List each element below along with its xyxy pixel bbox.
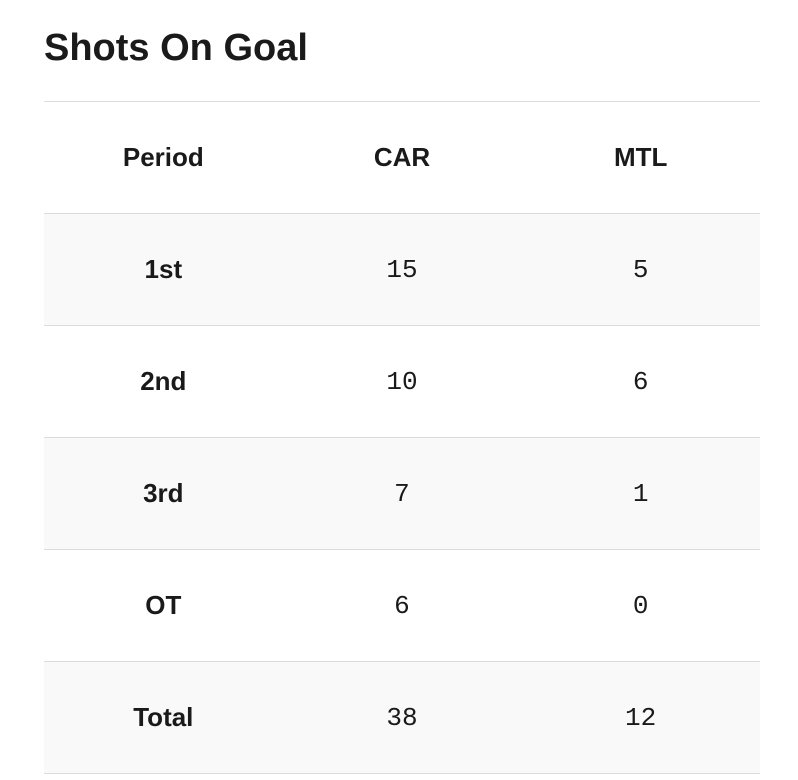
column-header: Period xyxy=(44,101,283,214)
row-label: OT xyxy=(44,549,283,662)
column-header: CAR xyxy=(282,101,522,214)
cell-value: 6 xyxy=(521,325,760,438)
cell-value: 15 xyxy=(282,213,522,326)
table-head: Period CAR MTL xyxy=(44,101,760,214)
cell-value: 1 xyxy=(521,437,760,550)
row-label: 3rd xyxy=(44,437,283,550)
table-body: 1st 15 5 2nd 10 6 3rd 7 1 OT 6 0 Total 38 12 xyxy=(44,213,760,774)
table-row: Total 38 12 xyxy=(44,661,760,774)
row-label: 1st xyxy=(44,213,283,326)
row-label: 2nd xyxy=(44,325,283,438)
cell-value: 10 xyxy=(282,325,522,438)
section-title: Shots On Goal xyxy=(44,27,308,69)
shots-table: Period CAR MTL 1st 15 5 2nd 10 6 3rd 7 1 OT 6 0 Total 3… xyxy=(44,101,760,774)
cell-value: 5 xyxy=(521,213,760,326)
cell-value: 6 xyxy=(282,549,522,662)
cell-value: 12 xyxy=(521,661,760,774)
table-row: 2nd 10 6 xyxy=(44,325,760,438)
row-label: Total xyxy=(44,661,283,774)
cell-value: 0 xyxy=(521,549,760,662)
table-row: OT 6 0 xyxy=(44,549,760,662)
cell-value: 7 xyxy=(282,437,522,550)
cell-value: 38 xyxy=(282,661,522,774)
table-row: 1st 15 5 xyxy=(44,213,760,326)
column-header: MTL xyxy=(521,101,760,214)
header-row: Period CAR MTL xyxy=(44,101,760,214)
table-row: 3rd 7 1 xyxy=(44,437,760,550)
